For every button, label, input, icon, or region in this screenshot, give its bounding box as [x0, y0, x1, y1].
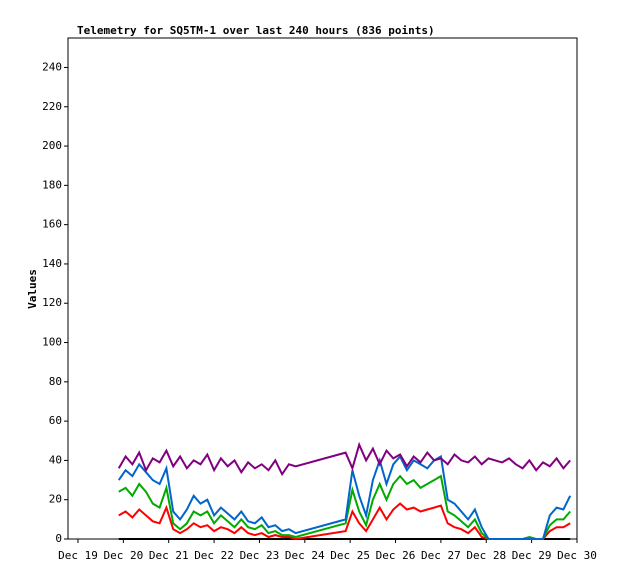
x-tick-label: Dec 19 [58, 549, 98, 562]
y-axis-label: Values [26, 269, 39, 309]
y-tick-label: 100 [42, 336, 62, 349]
y-tick-label: 80 [49, 375, 62, 388]
y-tick-label: 60 [49, 414, 62, 427]
y-tick-label: 180 [42, 178, 62, 191]
x-tick-label: Dec 30 [557, 549, 597, 562]
y-tick-label: 0 [55, 532, 62, 545]
x-tick-label: Dec 26 [376, 549, 416, 562]
y-tick-label: 240 [42, 60, 62, 73]
x-tick-label: Dec 25 [330, 549, 370, 562]
x-tick-label: Dec 28 [466, 549, 506, 562]
x-tick-label: Dec 20 [103, 549, 143, 562]
y-tick-label: 220 [42, 100, 62, 113]
x-tick-label: Dec 29 [512, 549, 552, 562]
y-tick-label: 40 [49, 453, 62, 466]
y-tick-label: 140 [42, 257, 62, 270]
x-tick-label: Dec 24 [285, 549, 325, 562]
x-tick-label: Dec 22 [194, 549, 234, 562]
x-tick-label: Dec 23 [240, 549, 280, 562]
y-tick-label: 120 [42, 296, 62, 309]
y-tick-label: 20 [49, 493, 62, 506]
x-tick-label: Dec 27 [421, 549, 461, 562]
chart-title: Telemetry for SQ5TM-1 over last 240 hour… [77, 24, 435, 37]
series-line [117, 441, 571, 477]
series-line [117, 454, 572, 540]
y-tick-label: 160 [42, 218, 62, 231]
y-tick-label: 200 [42, 139, 62, 152]
x-tick-label: Dec 21 [149, 549, 189, 562]
